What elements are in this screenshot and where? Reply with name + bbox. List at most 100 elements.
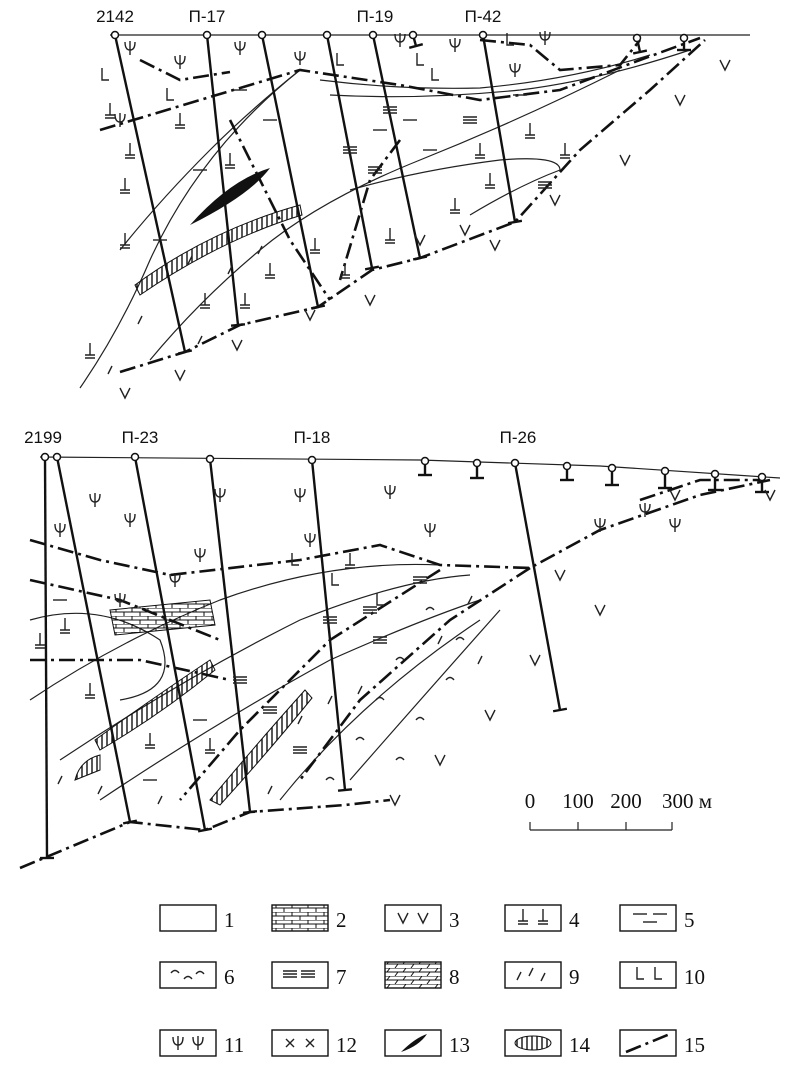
well-head xyxy=(410,32,417,39)
well-head xyxy=(422,458,429,465)
symbol xyxy=(530,655,540,665)
lithology-symbols xyxy=(35,31,775,805)
symbol xyxy=(337,53,344,65)
well-label: 2199 xyxy=(24,428,62,447)
symbol xyxy=(305,310,315,320)
symbol xyxy=(305,533,315,547)
borehole xyxy=(45,457,47,858)
symbol xyxy=(105,103,115,118)
symbol xyxy=(205,738,215,753)
symbol xyxy=(390,795,400,805)
symbol xyxy=(475,143,485,158)
symbol xyxy=(120,178,130,193)
symbol xyxy=(328,696,332,704)
symbol xyxy=(450,38,460,52)
symbol xyxy=(298,716,302,724)
legend-box xyxy=(272,962,328,988)
legend-box xyxy=(385,905,441,931)
symbol xyxy=(258,246,262,254)
symbol xyxy=(365,295,375,305)
legend-number: 15 xyxy=(684,1033,705,1057)
symbol xyxy=(120,233,130,248)
symbol xyxy=(485,710,495,720)
scale-label: 0 xyxy=(525,789,536,813)
legend-box xyxy=(160,905,216,931)
scale-label: 100 xyxy=(562,789,594,813)
symbol xyxy=(675,95,685,105)
symbol xyxy=(232,340,242,350)
well-head xyxy=(512,460,519,467)
hatched-lens xyxy=(515,1036,551,1050)
symbol xyxy=(295,488,305,502)
symbol xyxy=(90,493,100,507)
legend-number: 5 xyxy=(684,908,695,932)
symbol xyxy=(456,638,464,641)
symbol xyxy=(175,370,185,380)
borehole xyxy=(135,457,205,830)
legend-number: 2 xyxy=(336,908,347,932)
well-label: П-18 xyxy=(294,428,331,447)
well-head xyxy=(207,456,214,463)
well-label: П-42 xyxy=(465,7,502,26)
legend-box xyxy=(160,962,216,988)
symbol xyxy=(620,155,630,165)
well-head xyxy=(609,465,616,472)
legend-number: 13 xyxy=(449,1033,470,1057)
symbol xyxy=(215,488,225,502)
legend-box xyxy=(272,1030,328,1056)
symbol xyxy=(363,607,377,613)
symbol xyxy=(525,123,535,138)
symbol xyxy=(323,617,337,623)
well-head xyxy=(204,32,211,39)
symbol xyxy=(138,316,142,324)
well-bottom xyxy=(338,789,352,790)
legend-box xyxy=(620,962,676,988)
legend-number: 9 xyxy=(569,965,580,989)
symbol xyxy=(765,490,775,500)
symbol xyxy=(510,63,520,77)
symbol xyxy=(345,553,355,568)
well-bottom xyxy=(231,324,245,325)
symbol xyxy=(670,490,680,500)
borehole xyxy=(515,463,560,710)
borehole xyxy=(373,35,420,258)
well-head xyxy=(132,454,139,461)
legend-number: 4 xyxy=(569,908,580,932)
symbol xyxy=(432,68,439,80)
symbol xyxy=(235,41,245,55)
symbol xyxy=(145,733,155,748)
borehole xyxy=(327,35,372,268)
well-bottom xyxy=(311,306,325,309)
symbol xyxy=(396,758,404,761)
symbol xyxy=(115,593,125,607)
pattern xyxy=(272,905,328,931)
legend-box xyxy=(505,962,561,988)
legend-number: 11 xyxy=(224,1033,244,1057)
symbol xyxy=(240,293,250,308)
symbol xyxy=(115,113,125,127)
well-bottom xyxy=(553,709,567,712)
symbol xyxy=(98,786,102,794)
legend-number: 12 xyxy=(336,1033,357,1057)
symbol xyxy=(720,60,730,70)
well-bottom xyxy=(365,267,379,270)
symbol xyxy=(263,707,277,713)
well-label: П-26 xyxy=(500,428,537,447)
symbol xyxy=(198,336,202,344)
symbol xyxy=(450,198,460,213)
symbol xyxy=(120,388,130,398)
legend-number: 3 xyxy=(449,908,460,932)
symbol xyxy=(446,678,454,681)
borehole xyxy=(207,35,238,325)
symbol xyxy=(460,225,470,235)
well-label: 2142 xyxy=(96,7,134,26)
symbol xyxy=(268,786,272,794)
cross-sections: 2142 П-17 П-19 П-42 2199 П-23 П-18 П-26 … xyxy=(0,0,798,1071)
legend-number: 8 xyxy=(449,965,460,989)
well-head xyxy=(759,474,766,481)
symbol xyxy=(175,55,185,69)
well-head xyxy=(634,35,641,42)
symbol xyxy=(490,240,500,250)
well-head xyxy=(564,463,571,470)
